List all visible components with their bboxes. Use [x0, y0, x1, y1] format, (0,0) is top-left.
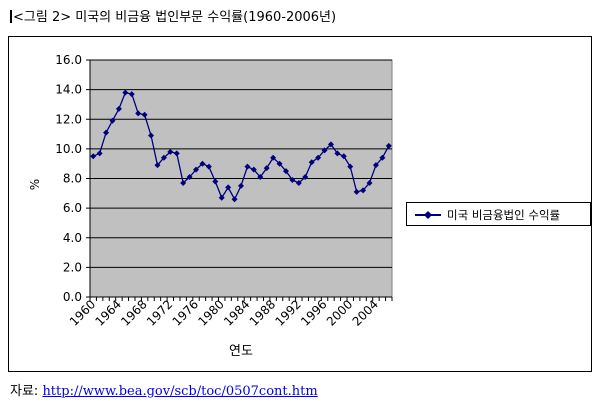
data-point: [289, 176, 296, 183]
y-tick-label: 16.0: [55, 53, 82, 67]
x-tick-label: 2004: [350, 297, 381, 328]
y-tick-label: 4.0: [63, 231, 82, 245]
y-tick-label: 6.0: [63, 201, 82, 215]
x-tick-label: 1980: [195, 297, 226, 328]
data-point: [257, 174, 264, 181]
data-point: [231, 196, 238, 203]
legend-diamond-marker: [424, 211, 432, 219]
data-point: [128, 91, 135, 98]
data-point: [276, 160, 283, 167]
figure-title-text: 그림 2> 미국의 비금융 법인부문 수익률(1960-2006년): [23, 10, 337, 25]
chart-area: 0.0 2.0 4.0 6.0 8.0 10.0 12.0 14.0 16.0 1960 1964 1…: [8, 36, 592, 372]
data-point: [334, 150, 341, 157]
data-point: [360, 187, 367, 194]
data-point: [186, 174, 193, 181]
x-tick-label: 1976: [170, 297, 201, 328]
data-point: [180, 179, 187, 186]
source-link[interactable]: http://www.bea.gov/scb/toc/0507cont.htm: [42, 384, 318, 399]
data-point: [340, 153, 347, 160]
data-point: [109, 117, 116, 124]
data-point: [282, 168, 289, 175]
data-point: [270, 154, 277, 161]
data-point: [173, 150, 180, 157]
x-axis-title: 연도: [229, 344, 253, 359]
data-point: [315, 154, 322, 161]
y-tick-label: 14.0: [55, 83, 82, 97]
data-point: [385, 142, 392, 149]
legend-series-label: 미국 비금융법인 수익률: [447, 208, 561, 222]
data-point: [225, 184, 232, 191]
data-point: [263, 165, 270, 172]
data-point: [250, 166, 257, 173]
source-note: 자료: http://www.bea.gov/scb/toc/0507cont.…: [10, 380, 318, 399]
data-point: [160, 154, 167, 161]
data-point: [327, 141, 334, 148]
data-point: [321, 147, 328, 154]
data-point: [96, 150, 103, 157]
figure-title-prefix: <: [13, 10, 24, 25]
x-tick-label: 1968: [118, 297, 149, 328]
data-point: [308, 159, 315, 166]
data-point: [366, 179, 373, 186]
data-point: [205, 163, 212, 170]
y-tick-label: 10.0: [55, 142, 82, 156]
y-axis-title: %: [28, 179, 42, 190]
data-point: [193, 166, 200, 173]
data-point: [372, 162, 379, 169]
y-tick-label: 0.0: [63, 290, 82, 304]
chart-legend: 미국 비금융법인 수익률: [406, 202, 591, 226]
line-chart: 0.02.04.06.08.010.012.014.016.0196019641…: [28, 53, 393, 359]
data-point: [90, 153, 97, 160]
data-point: [154, 162, 161, 169]
x-tick-label: 1972: [144, 297, 175, 328]
y-tick-label: 2.0: [63, 260, 82, 274]
data-point: [347, 163, 354, 170]
x-tick-label: 1984: [221, 297, 252, 328]
data-point: [115, 105, 122, 112]
data-point: [135, 110, 142, 117]
x-tick-label: 1988: [247, 297, 278, 328]
data-point: [295, 179, 302, 186]
x-tick-label: 1964: [93, 297, 124, 328]
data-point: [302, 174, 309, 181]
data-point: [353, 188, 360, 195]
y-tick-label: 8.0: [63, 172, 82, 186]
data-point: [244, 163, 251, 170]
data-point: [141, 111, 148, 118]
source-label: 자료:: [10, 384, 43, 399]
y-tick-label: 12.0: [55, 112, 82, 126]
data-point: [212, 178, 219, 185]
x-tick-label: 1996: [298, 297, 329, 328]
data-point: [122, 89, 129, 96]
data-point: [103, 129, 110, 136]
x-tick-label: 1992: [272, 297, 303, 328]
data-point: [379, 154, 386, 161]
data-point: [218, 194, 225, 201]
data-point: [148, 132, 155, 139]
title-marker-bar: [10, 10, 12, 23]
figure-title: <그림 2> 미국의 비금융 법인부문 수익률(1960-2006년): [10, 6, 336, 25]
data-point: [238, 182, 244, 189]
data-point: [167, 148, 174, 155]
data-point: [199, 160, 206, 167]
x-tick-label: 2000: [324, 297, 355, 328]
